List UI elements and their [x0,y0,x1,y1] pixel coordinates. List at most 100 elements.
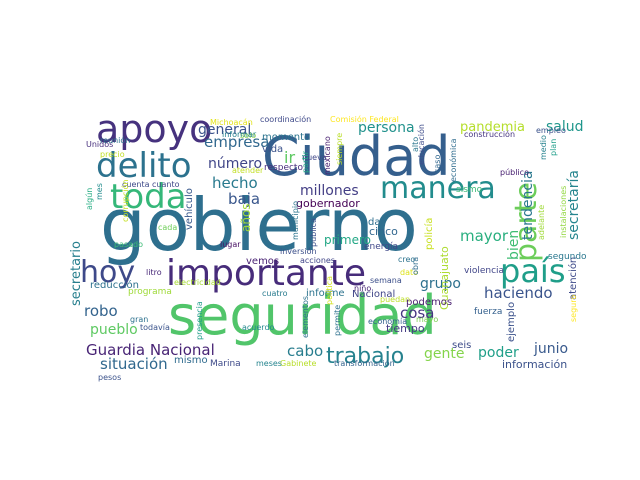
word-momento: momento [262,132,310,143]
word-manera: manera [380,171,496,206]
word-elementos: elementos [301,296,310,338]
word-publica: pública [309,218,318,247]
word-solo: solo [240,131,256,140]
word-unidos: Unidos [86,140,113,149]
word-lugar: lugar [220,240,241,249]
word-informar: informar [222,130,257,139]
word-economia: economía [368,317,407,326]
word-nino: niño [354,284,371,293]
word-vemos: vemos [246,256,279,267]
word-creo: creo [398,255,415,264]
word-cabo: cabo [287,342,323,360]
word-nueva: nueva [302,153,327,162]
word-electricidad: electricidad [174,278,221,287]
word-tendencia: tendencia [520,170,536,240]
word-ciudad: Ciudad [262,125,451,188]
word-vida: vida [262,144,283,155]
word-anos: años [239,203,253,232]
word-acciones: acciones [300,256,335,265]
word-pandemia: pandemia [460,120,525,135]
word-guanajuato: Guanajuato [438,246,451,310]
word-permite: permite [333,305,342,336]
word-construccion: construcción [464,129,515,139]
word-podemos: podemos [406,297,452,308]
word-energia: energía [364,242,398,252]
word-seguridad: seguridad [168,284,437,347]
word-siempre: siempre [335,133,344,165]
word-municipio: municipio [291,201,300,240]
word-persona: persona [358,120,415,136]
word-mes: mes [95,183,104,200]
word-cosa: cosa [400,304,434,322]
word-tiempo: tiempo [386,322,425,335]
word-pesos: pesos [98,373,121,382]
word-publico: público [500,168,529,177]
word-puedan: puedan [380,295,410,304]
word-dar: dar [368,217,385,228]
word-toda: toda [110,177,187,217]
word-inversion: inversión [280,246,317,256]
word-empleo: empleo [536,126,566,135]
word-segundo: segundo [548,252,587,262]
word-vehiculo: vehículo [183,188,195,230]
word-gente: gente [424,346,464,362]
word-atencion: atención [567,257,579,300]
word-todavia: todavía [140,323,170,332]
word-semana: semana [370,276,402,285]
word-algun: algún [85,188,94,210]
word-haciendo: haciendo [484,284,553,302]
word-situacion: situación [100,355,168,373]
word-corrupcion: corrupción [120,180,130,222]
word-gobierno: gobierno [100,183,418,267]
word-plan: plan [549,139,558,156]
word-pasado: pasado [114,240,143,249]
word-nacional: Nacional [352,289,395,300]
word-policia: policía [423,218,435,250]
word-meses: meses [256,359,282,368]
word-ejemplo: ejemplo [506,302,517,342]
word-hoy: hoy [80,255,135,290]
word-hecho: hecho [212,174,258,192]
word-cinco: cinco [369,225,398,238]
word-gobernador: gobernador [296,197,360,210]
word-presencia: presencia [195,301,204,340]
word-transformacion: transformación [334,358,395,368]
word-educacion: educación [416,124,426,165]
word-sismo: sismo [456,185,483,195]
word-cuatro: cuatro [262,289,288,298]
word-economica: económica [448,138,458,182]
word-trabajo: trabajo [326,344,404,369]
word-pueblo: pueblo [90,322,138,338]
word-robo: robo [84,302,118,320]
word-acuerdo: acuerdo [242,323,275,332]
word-guardia-nacional: Guardia Nacional [86,341,215,359]
word-michoacan: Michoacán [210,118,253,127]
word-precio: precio [100,150,125,159]
word-atender: atender [232,166,264,175]
word-bien: bien [506,230,522,260]
word-respecto: respecto [264,163,303,173]
word-parte: parte [509,182,544,262]
word-secretario: secretario [69,241,84,306]
word-apoyo: apoyo [96,107,212,151]
word-grupo: grupo [420,276,461,292]
word-gran: gran [130,315,148,324]
word-seguro: seguro [569,295,578,322]
word-mayo: mayo [416,315,438,324]
word-alto: alto [411,137,420,152]
word-violencia: violencia [464,266,504,276]
word-litro: litro [146,268,162,277]
word-marina: Marina [210,359,241,369]
word-baja: baja [228,190,260,208]
word-empresa: empresa [204,133,269,151]
word-reduccion: reducción [90,279,139,291]
word-poder: poder [478,345,519,361]
word-fuerza: fuerza [474,307,502,317]
word-delito: delito [96,146,192,186]
word-cada: cada [158,223,177,232]
word-politica: política [325,276,334,305]
word-numero: número [208,156,262,172]
word-gabinete: Gabinete [280,359,317,368]
word-cuenta: cuenta [122,180,150,189]
